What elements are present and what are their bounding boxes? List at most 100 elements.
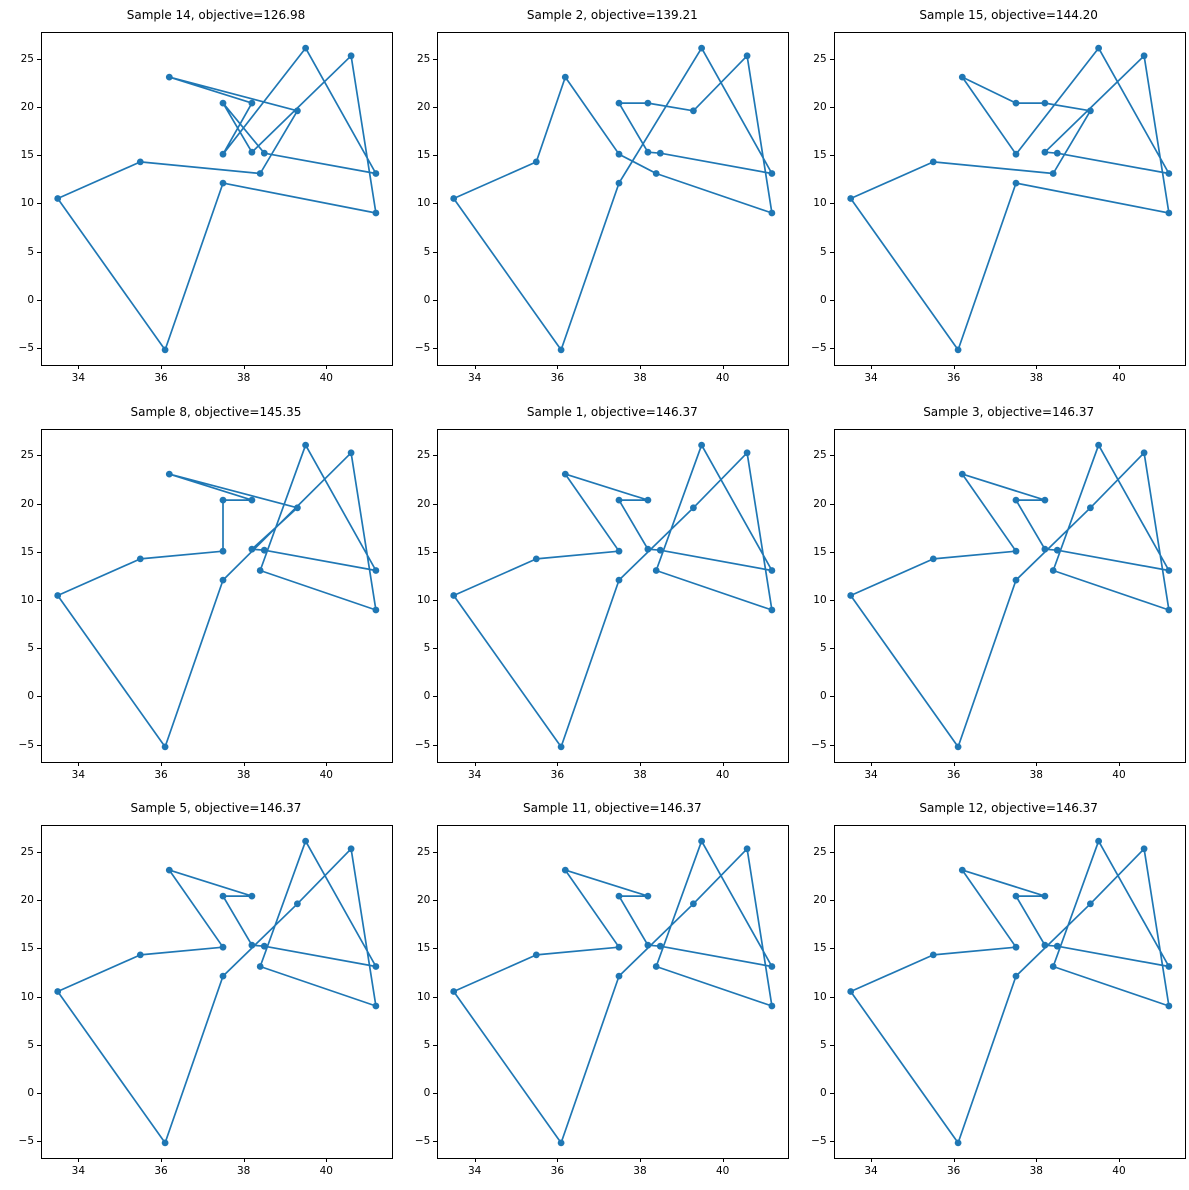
y-tick-label: 5: [819, 642, 827, 655]
city-marker: [615, 150, 623, 158]
x-tick: [871, 365, 873, 369]
x-tick: [1118, 365, 1120, 369]
city-marker: [558, 1139, 565, 1147]
y-tick: [37, 251, 41, 253]
tour-plot-svg: [846, 838, 1172, 1147]
x-tick: [1036, 761, 1038, 766]
x-tick-label: 34: [71, 372, 86, 384]
y-tick: [433, 551, 438, 553]
y-tick-label: 5: [27, 245, 34, 258]
y-tick-label: 15: [416, 942, 431, 955]
y-tick: [829, 503, 834, 505]
y-tick: [433, 299, 438, 301]
x-tick-label: 38: [633, 768, 647, 781]
y-tick-label: 20: [416, 100, 431, 113]
y-tick: [829, 1044, 834, 1046]
x-tick: [243, 1158, 245, 1163]
y-tick: [829, 744, 834, 746]
city-marker: [161, 1139, 169, 1147]
tour-path: [453, 840, 774, 1145]
city-marker: [248, 496, 256, 504]
x-tick-label: 36: [946, 372, 961, 384]
y-tick: [37, 1044, 41, 1046]
y-tick: [433, 203, 438, 205]
x-tick-label: 36: [550, 372, 565, 384]
subplot-sample-1: Sample 1, objective=146.37 34 36 38 40 −5 0 5 1…: [396, 397, 792, 794]
x-tick-label: 40: [319, 372, 333, 384]
y-tick-label: 10: [416, 197, 431, 210]
city-marker: [302, 441, 309, 449]
y-tick-label: 20: [813, 497, 827, 510]
x-tick: [953, 1158, 955, 1163]
city-marker: [644, 893, 652, 900]
city-marker: [644, 545, 652, 553]
y-tick-label: 0: [423, 690, 431, 703]
city-marker: [768, 170, 776, 177]
tour-path: [57, 443, 377, 748]
city-marker: [615, 944, 623, 951]
city-marker: [1041, 496, 1048, 504]
tour-path: [57, 47, 377, 351]
city-marker: [294, 107, 301, 115]
y-tick-label: −5: [414, 341, 431, 354]
y-tick: [829, 1093, 834, 1095]
city-marker: [846, 988, 854, 996]
city-marker: [1165, 1002, 1172, 1010]
city-marker: [165, 73, 173, 81]
x-tick: [871, 761, 873, 766]
city-marker: [958, 470, 966, 478]
city-marker: [302, 44, 309, 52]
tour-path: [849, 47, 1170, 351]
city-marker: [248, 942, 256, 949]
y-tick: [433, 948, 438, 950]
city-marker: [294, 900, 301, 908]
city-marker: [248, 893, 256, 900]
y-tick: [829, 696, 834, 698]
city-marker: [533, 555, 541, 562]
city-marker: [260, 943, 268, 950]
y-tick: [433, 696, 438, 698]
city-marker: [136, 555, 144, 562]
y-tick-label: −5: [18, 1135, 34, 1148]
tour-path: [57, 840, 377, 1145]
city-marker: [1053, 943, 1061, 950]
y-tick: [829, 996, 834, 998]
city-marker: [260, 546, 268, 554]
y-tick-label: 15: [20, 942, 34, 955]
y-tick: [433, 1093, 438, 1095]
city-marker: [1053, 149, 1061, 157]
city-marker: [644, 148, 652, 156]
x-tick-label: 34: [71, 768, 86, 781]
city-marker: [248, 99, 256, 107]
x-tick-label: 36: [154, 372, 168, 384]
city-marker: [562, 470, 570, 478]
x-tick: [639, 365, 641, 369]
city-marker: [657, 546, 665, 554]
subplot-sample-15: Sample 15, objective=144.20 34 36 38 40 −5 0 5…: [793, 0, 1189, 397]
subplot-title: Sample 15, objective=144.20: [919, 8, 1098, 22]
subplot-sample-14: Sample 14, objective=126.98 34 36 38 40 −5 0 5…: [0, 0, 396, 397]
y-tick: [37, 347, 41, 349]
subplot-sample-2: Sample 2, objective=139.21 34 36 38 40 −5 0 5 1…: [396, 0, 792, 397]
x-tick-label: 40: [715, 1165, 730, 1178]
x-tick: [78, 1158, 80, 1163]
y-tick: [37, 852, 41, 854]
x-tick-label: 38: [633, 372, 647, 384]
y-tick-label: 20: [20, 100, 34, 113]
city-marker: [698, 44, 706, 52]
y-tick-label: 15: [416, 545, 431, 558]
city-marker: [219, 973, 227, 980]
y-tick-label: −5: [811, 738, 827, 751]
plot-axes: 34 36 38 40 −5 0 5 10 15 20 25: [811, 428, 1186, 781]
city-marker: [1041, 893, 1048, 900]
tour-plot-svg: [54, 44, 380, 354]
y-tick: [37, 599, 41, 601]
city-marker: [1049, 963, 1057, 971]
city-marker: [1086, 107, 1094, 115]
city-marker: [744, 449, 751, 456]
city-marker: [929, 555, 937, 562]
city-marker: [1012, 944, 1020, 951]
x-tick: [639, 761, 641, 766]
y-tick-label: 25: [416, 52, 431, 65]
city-marker: [615, 179, 623, 187]
